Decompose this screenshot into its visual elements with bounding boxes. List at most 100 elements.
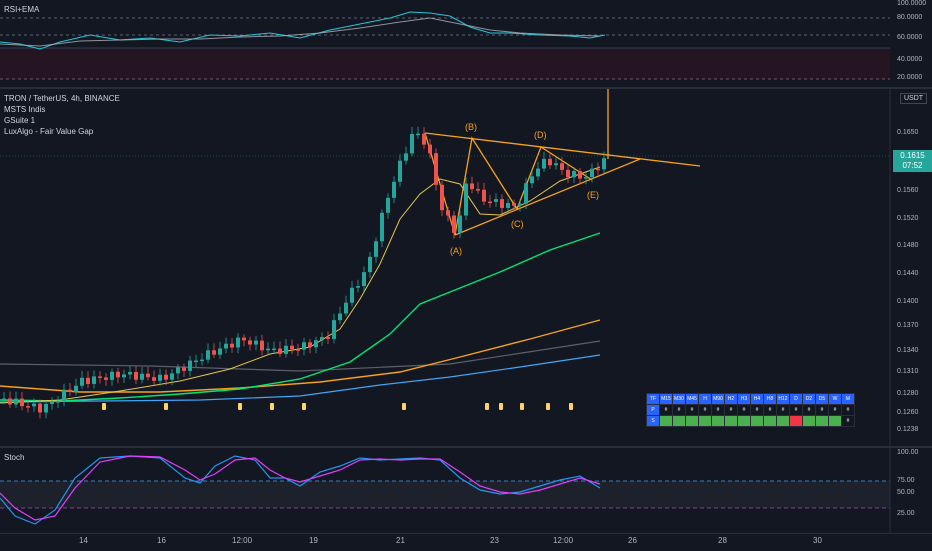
candle-body (320, 337, 324, 341)
price-axis-label: 0.1520 (897, 215, 919, 222)
candle-body (266, 348, 270, 351)
signal-marker (238, 403, 242, 410)
candle-body (134, 372, 138, 380)
main-chart-pane[interactable]: (A) (B) (C) (D) (E) TRON / TetherUS, 4h,… (0, 89, 932, 446)
candle-body (362, 272, 366, 287)
price-axis-label: 0.1650 (897, 129, 919, 136)
time-axis-label: 16 (157, 536, 166, 545)
mtf-header-cell: H4 (750, 393, 764, 405)
candle-body (572, 171, 576, 178)
mtf-header-cell: H (698, 393, 712, 405)
ema-yellow-line (0, 166, 601, 404)
mtf-header-cell: M15 (659, 393, 673, 405)
mtf-p-cell: # (737, 404, 751, 416)
price-axis-label: 0.1440 (897, 270, 919, 277)
candle-body (596, 168, 600, 171)
candle-body (26, 406, 30, 408)
ema-blue-line (0, 354, 601, 403)
mtf-p-cell: # (698, 404, 712, 416)
candle-body (62, 389, 66, 402)
price-axis-label: 0.1480 (897, 242, 919, 249)
signal-marker (402, 403, 406, 410)
currency-unit-button[interactable]: USDT (900, 93, 928, 104)
signal-marker (102, 403, 106, 410)
candle-body (470, 183, 474, 190)
signal-marker (499, 403, 503, 410)
candle-body (20, 398, 24, 407)
indicator-legend-gsuite[interactable]: GSuite 1 (4, 116, 36, 125)
last-price-tag: 0.1615 07:52 (893, 150, 932, 172)
signals-group (102, 403, 573, 410)
candle-body (80, 377, 84, 386)
candle-body (518, 203, 522, 206)
mtf-s-cell (659, 415, 673, 427)
candle-body (482, 189, 486, 202)
mtf-header-cell: H8 (763, 393, 777, 405)
candle-body (530, 176, 534, 184)
pattern-upper-trendline (424, 132, 701, 167)
mtf-p-cell: # (724, 404, 738, 416)
rsi-plot (0, 11, 890, 80)
stoch-pane[interactable]: Stoch 100.00 75.00 50.00 25.00 (0, 448, 932, 533)
candle-body (308, 342, 312, 348)
candle-body (110, 371, 114, 380)
candle-body (236, 337, 240, 348)
mtf-header-cell: D5 (815, 393, 829, 405)
mtf-header-row: TF M15 M30 M45 H M90 H2 H3 H4 H8 H12 D D2 D5 W M (646, 393, 855, 405)
candle-body (368, 256, 372, 273)
price-chart[interactable]: (A) (B) (C) (D) (E) (0, 89, 932, 446)
candle-body (326, 337, 330, 339)
indicator-legend-msts[interactable]: MSTS Indis (4, 105, 46, 114)
candle-body (188, 360, 192, 371)
candle-body (488, 201, 492, 204)
mtf-header-cell: TF (646, 393, 660, 405)
candle-body (440, 184, 444, 211)
mtf-s-cell (763, 415, 777, 427)
mtf-p-cell: # (763, 404, 777, 416)
candle-body (206, 350, 210, 360)
candle-body (242, 337, 246, 341)
candle-body (452, 215, 456, 233)
mtf-s-cell (789, 415, 803, 427)
time-axis[interactable]: 14 16 12:00 19 21 23 12:00 26 28 30 (0, 533, 932, 551)
candle-body (344, 302, 348, 314)
candle-body (446, 210, 450, 216)
pane-separator[interactable] (0, 87, 932, 89)
mtf-s-cell (685, 415, 699, 427)
pattern-label-b: (B) (465, 122, 477, 132)
candle-body (8, 398, 12, 405)
price-axis-label: 0.1310 (897, 368, 919, 375)
candle-body (14, 398, 18, 405)
candles-group (2, 126, 606, 419)
mtf-p-cell: # (711, 404, 725, 416)
last-price-value: 0.1615 (900, 151, 925, 160)
mtf-s-cell (776, 415, 790, 427)
pane-separator[interactable] (0, 446, 932, 448)
mtf-s-cell: S (646, 415, 660, 427)
mtf-row-s: S # (646, 415, 855, 427)
candle-body (422, 133, 426, 145)
candle-body (512, 202, 516, 206)
mtf-p-cell: # (789, 404, 803, 416)
candle-body (98, 376, 102, 378)
candle-body (38, 403, 42, 413)
candle-body (500, 199, 504, 208)
mtf-p-cell: P (646, 404, 660, 416)
mtf-header-cell: H3 (737, 393, 751, 405)
mtf-row-p: P # # # # # # # # # # # # # # # (646, 404, 855, 416)
candle-body (170, 373, 174, 380)
indicator-legend-fvg[interactable]: LuxAlgo - Fair Value Gap (4, 127, 94, 136)
candle-body (194, 360, 198, 363)
pattern-label-c: (C) (511, 219, 524, 229)
rsi-pane[interactable]: RSI+EMA 100.0000 80.0000 60.0000 40.0000… (0, 0, 932, 87)
mtf-header-cell: M45 (685, 393, 699, 405)
mtf-signal-table: TF M15 M30 M45 H M90 H2 H3 H4 H8 H12 D D2 D5 W M P # # # # #… (646, 393, 855, 427)
candle-body (74, 385, 78, 392)
ma-gray-line (0, 340, 601, 372)
candle-body (224, 343, 228, 349)
candle-body (128, 372, 132, 375)
symbol-title[interactable]: TRON / TetherUS, 4h, BINANCE (4, 94, 120, 103)
candle-body (182, 367, 186, 371)
candle-body (506, 202, 510, 208)
candle-body (50, 401, 54, 404)
